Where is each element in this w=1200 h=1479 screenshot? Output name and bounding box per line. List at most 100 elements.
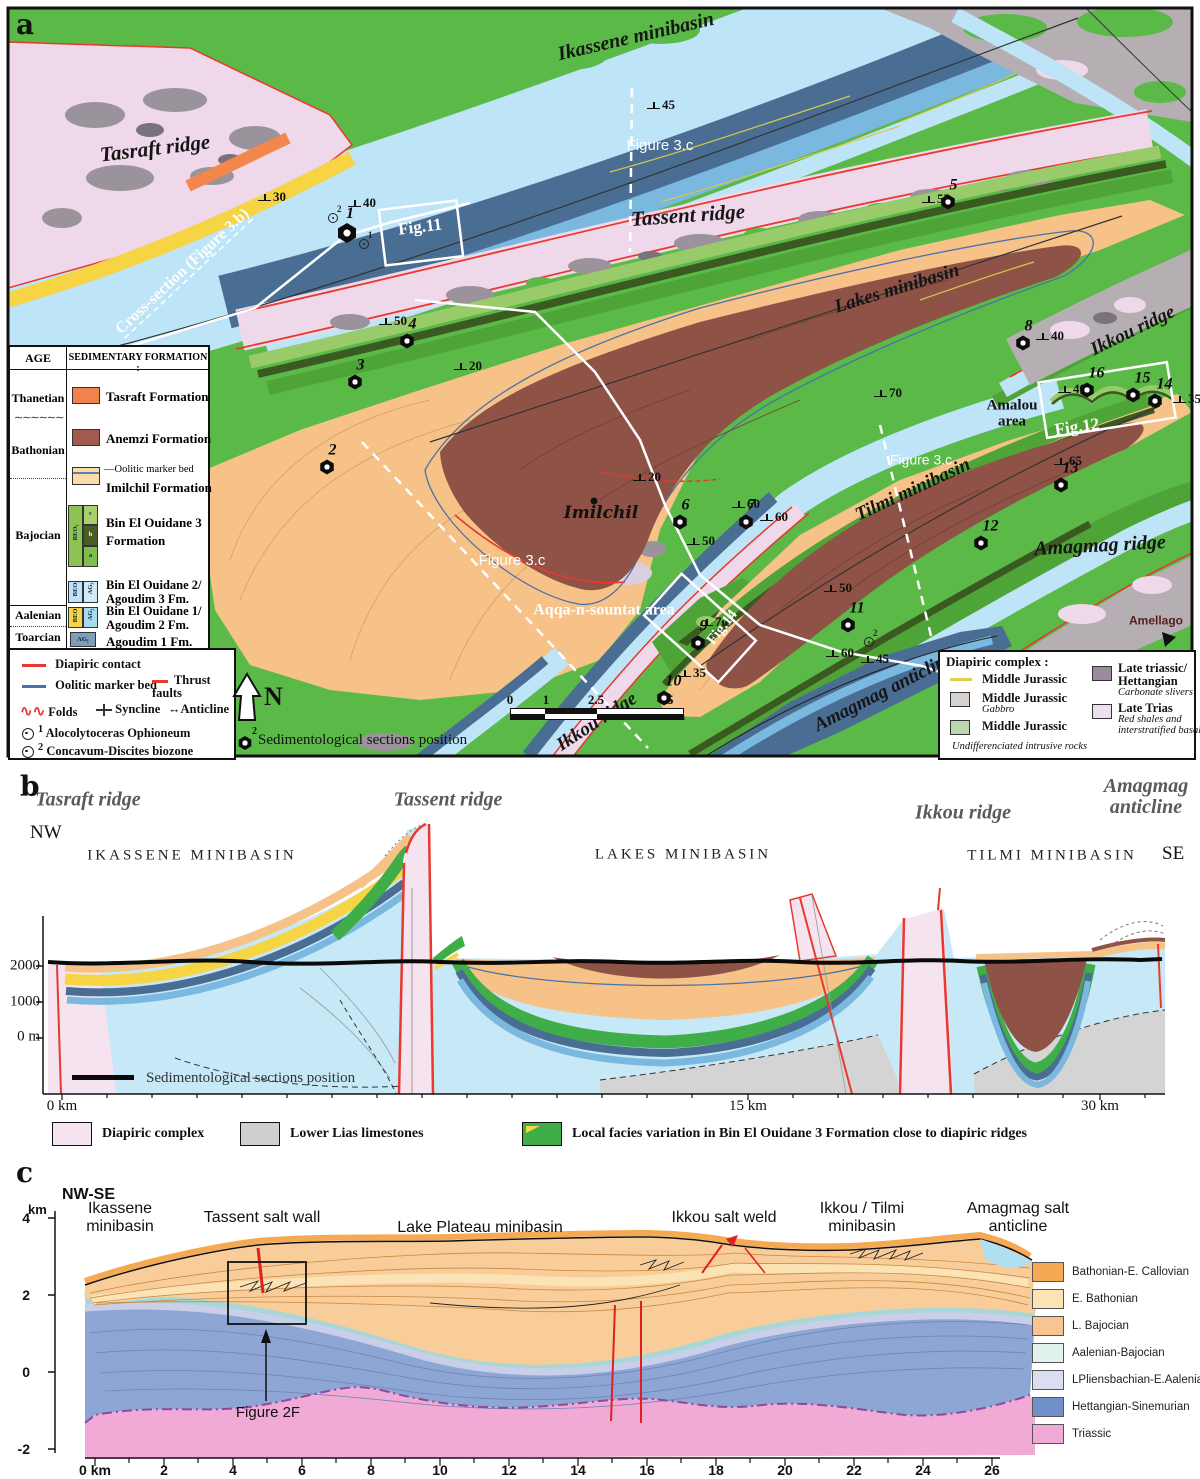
legend-swatch: [1032, 1397, 1064, 1417]
section-c-structure-label: Ikassene minibasin: [86, 1200, 154, 1235]
station-hexagon-icon: [841, 617, 855, 633]
dip-measurement: 45: [647, 97, 675, 113]
section-b-ridge-label: Ikkou ridge: [914, 801, 1012, 824]
section-c-y-tick-label: 0: [22, 1364, 30, 1380]
station-hexagon-icon: [657, 690, 671, 706]
dip-measurement: 70: [874, 385, 902, 401]
beo3c-code: c: [89, 510, 92, 517]
tasraft-ridge: [8, 41, 390, 331]
fold-wave-icon: ∿∿: [20, 704, 46, 720]
map-symbols-legend: Diapiric contact Oolitic marker bed Thru…: [8, 648, 236, 760]
section-c-y-tick-label: -2: [17, 1441, 30, 1457]
section-c-x-tick-label: 14: [570, 1462, 586, 1478]
se-label: SE: [1162, 843, 1185, 864]
sediment-station-marker: 14: [1148, 376, 1173, 409]
section-c-structure-label: Tassent salt wall: [203, 1209, 321, 1227]
legend-swatch: [1032, 1424, 1064, 1444]
section-c-direction: NW-SE: [62, 1186, 116, 1203]
section-c-x-tick-label: 4: [229, 1462, 237, 1478]
biozone-circle-icon: [864, 637, 874, 647]
dip-measurement: 60: [760, 509, 788, 525]
biozone-marker: 1: [359, 230, 373, 249]
section-c-structure-label: Lake Plateau minibasin: [397, 1219, 563, 1237]
syncline-item: Syncline: [96, 702, 160, 717]
red-line-icon: [22, 663, 46, 667]
sediment-station-marker: 3: [348, 357, 365, 390]
oolitic-note: Oolitic marker bed: [104, 464, 194, 475]
mid-fault: [789, 893, 853, 1095]
section-b-y-tick-label: 0 m: [17, 1028, 40, 1045]
bottom-left-strips: [357, 647, 570, 756]
strike-dip-icon: [258, 193, 271, 202]
section-b-artwork: [36, 822, 1166, 1100]
figure-2f-arrow: [261, 1329, 271, 1343]
section-c-legend-item: L. Bajocian: [1032, 1316, 1129, 1336]
figure-boxes-white: [377, 199, 1178, 685]
map-place-label: Figure 3.c: [626, 137, 694, 155]
biozone1-item: 1 Alocolytoceras Ophioneum: [22, 724, 190, 741]
section-c-structure-label: Ikkou salt weld: [671, 1209, 777, 1227]
legend-swatch: [52, 1122, 92, 1146]
section-c-x-tick-label: 26: [984, 1462, 1000, 1478]
biozone-circle-icon: [22, 746, 34, 759]
beo1-swatch: [68, 607, 83, 628]
tasraft-formation: Tasraft Formation: [106, 389, 209, 404]
biozone-marker: 2: [864, 628, 878, 647]
yellow-line-icon: [950, 678, 972, 681]
right-cyan-blob: [980, 1239, 1032, 1268]
beo3-name-line1: Bin El Ouidane 3: [106, 515, 202, 530]
station-hexagon-icon: [320, 459, 334, 475]
sediment-station-marker: 8: [1016, 318, 1033, 351]
section-c-legend-item: LPliensbachian-E.Aalenian: [1032, 1370, 1200, 1390]
strike-dip-icon: [732, 500, 745, 509]
strike-dip-icon: [633, 473, 646, 482]
pliensbachian: [84, 1302, 1036, 1376]
ikassene-layers: [64, 833, 415, 1095]
beo1-name: Bin El Ouidane 1/: [106, 604, 202, 618]
age-thanetian: Thanetian: [11, 391, 65, 405]
lias-body: [48, 825, 1165, 1094]
section-b-basin-label: IKASSENE MINIBASIN: [87, 847, 297, 864]
triassic-salt: [85, 1387, 1035, 1459]
north-label: N: [264, 682, 283, 711]
topography-line: [84, 1236, 1033, 1286]
map-place-label: Imilchil: [563, 503, 639, 524]
lakes-basin: [452, 955, 879, 1067]
ag2-code: AG₂: [87, 608, 94, 621]
sediment-station-marker: 1: [337, 205, 357, 243]
strike-dip-icon: [1058, 385, 1071, 394]
panel-c-label: c: [16, 1156, 34, 1189]
formation-column-header: SEDIMENTARY FORMATION :: [68, 352, 208, 374]
dip-measurement: 60: [826, 645, 854, 661]
dotted-divider: [10, 626, 66, 627]
legend-swatch: [1032, 1262, 1064, 1282]
dip-measurement: 65: [1054, 453, 1082, 469]
gabbro-swatch: [950, 692, 970, 707]
beo2-code: BEO₂: [72, 580, 79, 597]
beo3b-code: b: [88, 531, 93, 538]
sediment-station-marker: 9: [691, 618, 708, 651]
section-lines-dashed: [361, 87, 934, 749]
section-b-note: Sedimentological sections position: [146, 1070, 356, 1086]
strike-dip-icon: [826, 649, 839, 658]
section-b-basin-label: TILMI MINIBASIN: [967, 847, 1137, 864]
sediment-station-marker: 16: [1080, 365, 1105, 398]
section-c-legend-item: E. Bathonian: [1032, 1289, 1138, 1309]
sediment-station-marker: 2: [320, 442, 337, 475]
ag3-name: Agoudim 3 Fm.: [106, 592, 189, 606]
syncline-icon: [96, 704, 112, 717]
sediment-station-marker: 12: [974, 518, 999, 551]
section-c-x-tick-label: 22: [846, 1462, 862, 1478]
tassent-ridge-band: [235, 109, 1174, 395]
ag2-name: Agoudim 2 Fm.: [106, 618, 189, 632]
dip-measurement: 20: [633, 469, 661, 485]
age-bajocian: Bajocian: [15, 528, 61, 542]
sediment-station-marker: 6: [673, 497, 690, 530]
section-c-x-tick-label: 0 km: [79, 1462, 111, 1478]
anemzi-swatch: [72, 429, 100, 446]
dip-measurement: 35: [1173, 391, 1200, 407]
section-c-x-tick-label: 6: [298, 1462, 306, 1478]
ag1-swatch: [70, 632, 96, 647]
stratigraphy-legend: AGE SEDIMENTARY FORMATION : Thanetian ∼∼…: [8, 345, 212, 652]
